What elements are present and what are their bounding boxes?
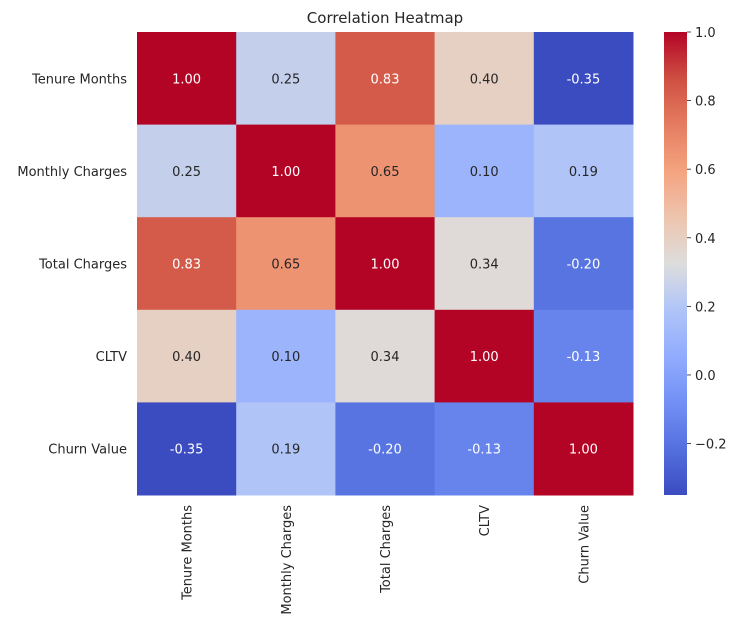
x-tick-label: Tenure Months — [181, 505, 196, 601]
heatmap-cell — [236, 309, 336, 403]
cell-value-label: 1.00 — [172, 72, 201, 87]
heatmap-cell — [533, 32, 634, 126]
y-tick-label: CLTV — [96, 350, 127, 365]
cell-value-label: 1.00 — [371, 258, 400, 273]
colorbar: 1.0 0.8 0.6 0.4 0.2 0.0 −0.2 — [664, 26, 727, 495]
chart-title: Correlation Heatmap — [307, 9, 463, 27]
x-tick-label: Churn Value — [577, 505, 592, 584]
x-tick-label: CLTV — [478, 505, 493, 536]
cell-value-label: -0.13 — [567, 350, 601, 365]
cell-value-label: 0.83 — [172, 258, 201, 273]
cell-value-label: 0.25 — [271, 72, 300, 87]
heatmap-cell — [434, 32, 535, 126]
heatmap-cell — [137, 124, 237, 218]
cell-value-label: 0.10 — [271, 350, 300, 365]
heatmap-cell — [335, 32, 436, 126]
colorbar-tick-label: −0.2 — [695, 438, 727, 453]
heatmap-cell — [137, 309, 237, 403]
cell-value-label: -0.35 — [170, 443, 204, 458]
heatmap-cell — [137, 217, 237, 311]
cell-value-label: 0.40 — [172, 350, 201, 365]
cell-value-label: 1.00 — [569, 443, 598, 458]
heatmap-cell — [434, 309, 535, 403]
cell-value-label: 0.34 — [470, 258, 499, 273]
cell-value-label: 0.34 — [371, 350, 400, 365]
cell-value-label: -0.20 — [368, 443, 402, 458]
cell-value-label: -0.20 — [567, 258, 601, 273]
colorbar-tick-label: 0.2 — [695, 300, 716, 315]
heatmap-cell — [533, 124, 634, 218]
y-tick-label: Churn Value — [48, 443, 127, 458]
heatmap-cell — [335, 309, 436, 403]
heatmap-cell — [137, 32, 237, 126]
x-axis-tick-labels: Tenure Months Monthly Charges Total Charge… — [181, 505, 593, 615]
cell-value-label: 0.83 — [371, 72, 400, 87]
heatmap-cell — [434, 402, 535, 496]
heatmap-cell — [335, 217, 436, 311]
y-tick-label: Total Charges — [38, 258, 127, 273]
cell-value-label: 0.10 — [470, 165, 499, 180]
colorbar-gradient — [664, 32, 687, 495]
colorbar-tick-label: 0.8 — [695, 95, 716, 110]
cell-value-label: 0.40 — [470, 72, 499, 87]
heatmap-cell — [533, 309, 634, 403]
heatmap-cell — [335, 124, 436, 218]
heatmap-cell — [236, 402, 336, 496]
y-axis-tick-labels: Tenure Months Monthly Charges Total Charge… — [17, 72, 137, 458]
colorbar-tick-label: 0.0 — [695, 369, 716, 384]
cell-value-label: 0.25 — [172, 165, 201, 180]
cell-value-label: 0.19 — [271, 443, 300, 458]
colorbar-tick-label: 0.6 — [695, 163, 716, 178]
heatmap-cell — [236, 124, 336, 218]
heatmap-cells: 1.00 0.25 0.83 0.40 -0.35 0.25 1.00 0.65 0.10 0.1… — [137, 32, 634, 496]
cell-value-label: 1.00 — [271, 165, 300, 180]
cell-value-label: 0.65 — [371, 165, 400, 180]
heatmap-cell — [434, 124, 535, 218]
heatmap-cell — [137, 402, 237, 496]
heatmap-cell — [236, 217, 336, 311]
x-tick-label: Total Charges — [379, 505, 394, 594]
heatmap-cell — [533, 402, 634, 496]
cell-value-label: 1.00 — [470, 350, 499, 365]
heatmap-cell — [434, 217, 535, 311]
cell-value-label: -0.13 — [467, 443, 501, 458]
cell-value-label: -0.35 — [567, 72, 601, 87]
y-tick-label: Tenure Months — [31, 72, 127, 87]
heatmap-cell — [236, 32, 336, 126]
heatmap-cell — [335, 402, 436, 496]
x-tick-label: Monthly Charges — [280, 505, 295, 615]
heatmap-cell — [533, 217, 634, 311]
y-tick-label: Monthly Charges — [17, 165, 127, 180]
colorbar-tick-label: 1.0 — [695, 26, 716, 41]
colorbar-tick-label: 0.4 — [695, 232, 716, 247]
cell-value-label: 0.65 — [271, 258, 300, 273]
cell-value-label: 0.19 — [569, 165, 598, 180]
